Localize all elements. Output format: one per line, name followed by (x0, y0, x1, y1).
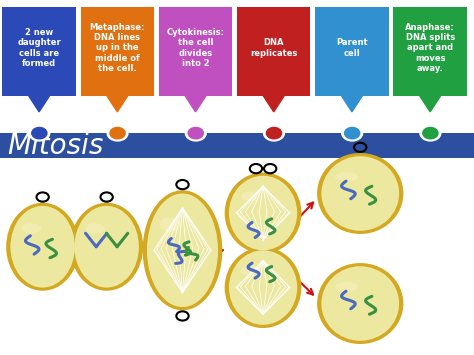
Circle shape (345, 127, 360, 139)
Ellipse shape (241, 192, 261, 201)
Circle shape (420, 125, 441, 141)
Ellipse shape (317, 263, 403, 344)
Ellipse shape (241, 264, 285, 311)
Circle shape (264, 125, 284, 141)
Ellipse shape (321, 156, 399, 231)
Ellipse shape (342, 286, 378, 321)
Ellipse shape (260, 209, 266, 217)
FancyBboxPatch shape (393, 7, 467, 96)
Ellipse shape (92, 228, 121, 266)
Ellipse shape (317, 153, 403, 234)
Ellipse shape (6, 203, 79, 291)
Ellipse shape (143, 190, 222, 310)
Ellipse shape (356, 300, 364, 307)
Ellipse shape (34, 235, 52, 258)
Ellipse shape (241, 189, 285, 237)
Circle shape (29, 125, 50, 141)
Circle shape (188, 127, 203, 139)
Text: Anaphase:
DNA splits
apart and
moves
away.: Anaphase: DNA splits apart and moves awa… (405, 23, 455, 73)
Ellipse shape (22, 220, 64, 273)
Ellipse shape (349, 293, 371, 314)
Text: Mitosis: Mitosis (7, 132, 103, 159)
FancyBboxPatch shape (237, 7, 310, 96)
Ellipse shape (179, 245, 186, 256)
Ellipse shape (10, 206, 75, 288)
Ellipse shape (22, 223, 41, 234)
Ellipse shape (147, 193, 218, 307)
Polygon shape (185, 96, 206, 112)
Text: Cytokinesis:
the cell
divides
into 2: Cytokinesis: the cell divides into 2 (166, 28, 225, 68)
Circle shape (107, 125, 128, 141)
FancyBboxPatch shape (159, 7, 232, 96)
Ellipse shape (98, 235, 116, 258)
Ellipse shape (336, 280, 385, 327)
Ellipse shape (254, 277, 273, 298)
Circle shape (185, 125, 206, 141)
Ellipse shape (328, 273, 392, 334)
Ellipse shape (335, 172, 358, 181)
FancyBboxPatch shape (315, 7, 389, 96)
Ellipse shape (335, 282, 358, 291)
Ellipse shape (229, 250, 297, 325)
Text: Parent
cell: Parent cell (336, 38, 368, 58)
Ellipse shape (254, 203, 273, 223)
Ellipse shape (225, 173, 301, 253)
Ellipse shape (16, 213, 69, 280)
Text: DNA
replicates: DNA replicates (250, 38, 297, 58)
FancyBboxPatch shape (81, 7, 154, 96)
Ellipse shape (349, 183, 371, 204)
Circle shape (32, 127, 47, 139)
Ellipse shape (86, 220, 128, 273)
Text: Metaphase:
DNA lines
up in the
middle of
the cell.: Metaphase: DNA lines up in the middle of… (90, 23, 145, 73)
Ellipse shape (159, 218, 181, 232)
FancyBboxPatch shape (2, 7, 76, 96)
Ellipse shape (336, 170, 385, 217)
Polygon shape (107, 96, 128, 112)
Ellipse shape (70, 203, 143, 291)
Circle shape (342, 125, 363, 141)
Ellipse shape (225, 247, 301, 328)
Circle shape (266, 127, 282, 139)
Ellipse shape (241, 266, 261, 275)
Circle shape (110, 127, 125, 139)
Circle shape (423, 127, 438, 139)
Ellipse shape (173, 234, 192, 266)
Polygon shape (341, 96, 363, 112)
Ellipse shape (166, 224, 199, 277)
Polygon shape (264, 96, 284, 112)
Ellipse shape (160, 214, 205, 286)
Ellipse shape (28, 228, 57, 266)
FancyBboxPatch shape (0, 133, 474, 158)
Polygon shape (28, 96, 49, 112)
Ellipse shape (86, 223, 105, 234)
Ellipse shape (74, 206, 139, 288)
Ellipse shape (153, 204, 211, 297)
Ellipse shape (247, 196, 279, 230)
Ellipse shape (247, 271, 279, 305)
Ellipse shape (321, 266, 399, 341)
Ellipse shape (39, 243, 46, 251)
Text: 2 new
daughter
cells are
formed: 2 new daughter cells are formed (17, 28, 61, 68)
Ellipse shape (342, 176, 378, 211)
Polygon shape (419, 96, 440, 112)
Ellipse shape (328, 163, 392, 224)
Ellipse shape (235, 182, 291, 244)
Ellipse shape (235, 257, 291, 318)
Ellipse shape (80, 213, 133, 280)
Ellipse shape (103, 243, 110, 251)
Ellipse shape (260, 284, 266, 291)
Ellipse shape (356, 190, 364, 197)
Ellipse shape (229, 176, 297, 250)
